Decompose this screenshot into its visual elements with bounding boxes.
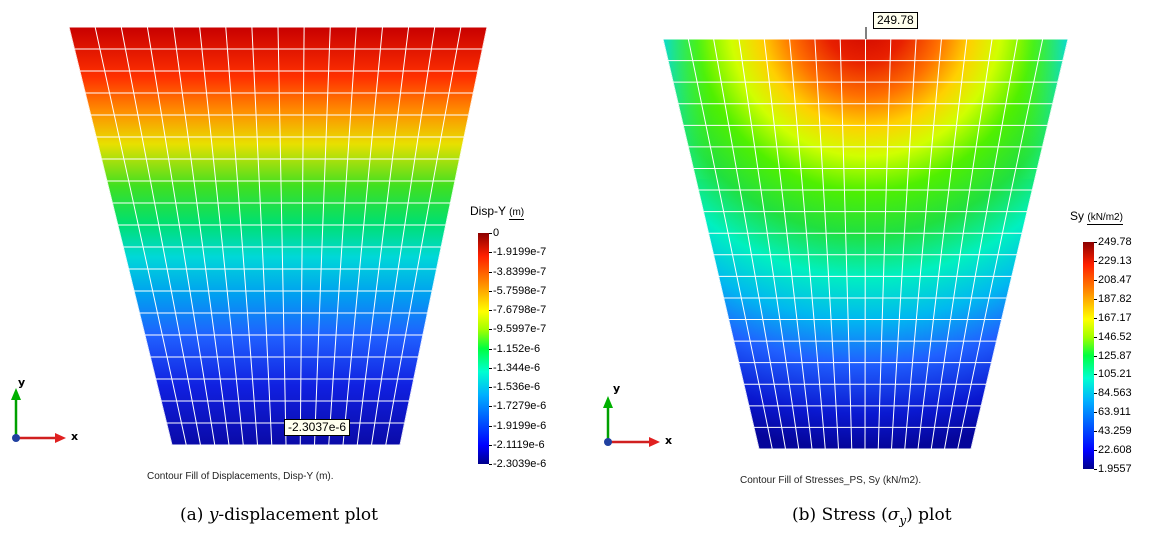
mesh-line <box>789 39 826 449</box>
mesh-line <box>944 39 1018 449</box>
mesh-line <box>917 39 968 449</box>
mesh-line <box>314 27 331 445</box>
legend-tick-label: 0 <box>488 227 500 239</box>
stress-contour-plot <box>663 27 1068 449</box>
min-value-callout: -2.3037e-6 <box>284 419 351 436</box>
legend-tick-label: -2.1119e-6 <box>489 438 545 451</box>
y-axis-label: y <box>18 376 26 389</box>
mesh-line <box>877 39 892 449</box>
legend-tick-label: -7.6798e-7 <box>488 304 547 316</box>
mesh-line <box>342 27 383 445</box>
x-axis-label: x <box>71 430 79 443</box>
x-axis-label: x <box>665 434 673 447</box>
legend-tick-label: 208.47 <box>1094 273 1132 286</box>
legend-tick-label: 146.52 <box>1094 330 1132 343</box>
displacement-trapezoid-fill <box>69 27 487 445</box>
figure-subcaption: (b) Stress (σy) plot <box>792 505 952 528</box>
plot-caption: Contour Fill of Displacements, Disp-Y (m… <box>147 471 334 482</box>
legend-colorbar <box>478 233 489 464</box>
y-axis-label: y <box>613 382 621 395</box>
legend-tick-label: -3.8399e-7 <box>488 265 547 278</box>
mesh-line <box>904 39 942 449</box>
mesh-line <box>356 27 410 445</box>
legend-tick-label: 105.21 <box>1094 368 1132 381</box>
mesh-line <box>930 39 993 449</box>
legend-tick-label: 84.563 <box>1094 387 1132 400</box>
mesh-line <box>371 27 436 445</box>
legend-unit: (m) <box>509 207 525 220</box>
mesh-line <box>385 27 462 445</box>
mesh-line <box>738 39 800 449</box>
mesh-line <box>120 27 201 445</box>
legend-tick-label: 167.17 <box>1094 311 1132 324</box>
mesh-line <box>663 39 760 449</box>
mesh-line <box>957 39 1044 449</box>
mesh-line <box>251 27 273 445</box>
legend-tick-label: -1.152e-6 <box>488 342 541 355</box>
mesh-line <box>173 27 230 445</box>
legend-tick-label: -1.344e-6 <box>488 361 541 374</box>
legend-tick-label: 125.87 <box>1094 349 1132 362</box>
displacement-mesh-grid <box>69 27 487 445</box>
legend-tick-label: -5.7598e-7 <box>488 284 547 297</box>
mesh-line <box>94 27 187 445</box>
legend-ticks: 249.78 229.13 208.47 187.82 167.17 146.52 125.… <box>1094 236 1156 475</box>
legend-tick-label: -1.9199e-7 <box>488 246 547 259</box>
stress-mesh-grid <box>663 39 1068 449</box>
legend-ticks: 0 -1.9199e-7 -3.8399e-7 -5.7598e-7 -7.6798e-… <box>488 227 573 470</box>
mesh-line <box>199 27 244 445</box>
legend-tick-label: 43.259 <box>1094 425 1132 438</box>
legend-title: Sy (kN/m2) <box>1070 209 1123 225</box>
plot-caption: Contour Fill of Stresses_PS, Sy (kN/m2). <box>740 475 922 486</box>
mesh-line <box>713 39 786 449</box>
legend-tick-label: -1.536e-6 <box>488 381 541 393</box>
displacement-plot-panel: -2.3037e-6 Disp-Y (m) 0 -1.9199e-7 -3.8399… <box>11 27 573 525</box>
legend-tick-label: -1.7279e-6 <box>488 400 547 413</box>
mesh-line <box>687 39 773 449</box>
mesh-line <box>891 39 917 449</box>
max-value-callout: 249.78 <box>873 12 918 29</box>
displacement-contour-plot <box>69 27 487 445</box>
legend-tick-label: -1.9199e-6 <box>488 419 547 432</box>
legend-title-text: Disp-Y <box>470 204 506 218</box>
mesh-line <box>225 27 258 445</box>
mesh-line <box>839 39 853 449</box>
stress-plot-panel: 249.78 Sy (kN/m2) 249.78 229.13 208.47 187.… <box>579 0 1158 535</box>
mesh-line <box>814 39 839 449</box>
mesh-line <box>763 39 813 449</box>
legend-colorbar <box>1083 242 1094 469</box>
legend-tick-label: -9.5997e-7 <box>488 323 547 336</box>
legend-title: Disp-Y (m) <box>470 204 525 220</box>
mesh-line <box>277 27 287 445</box>
legend-tick-label: 229.13 <box>1094 254 1132 267</box>
legend-tick-label: -2.3039e-6 <box>488 458 547 470</box>
legend-tick-label: 1.9557 <box>1094 463 1132 475</box>
mesh-line <box>864 39 866 449</box>
legend-title-text: Sy <box>1070 209 1085 223</box>
legend-tick-label: 187.82 <box>1094 292 1132 305</box>
figure-subcaption: (a) y-displacement plot <box>180 505 378 525</box>
mesh-line <box>146 27 216 445</box>
legend-unit: (kN/m2) <box>1087 212 1123 225</box>
legend-tick-label: 249.78 <box>1094 236 1132 248</box>
legend-tick-label: 63.911 <box>1094 406 1131 419</box>
mesh-line <box>299 27 305 445</box>
mesh-line <box>399 27 487 445</box>
legend-tick-label: 22.608 <box>1094 444 1132 457</box>
mesh-line <box>328 27 357 445</box>
